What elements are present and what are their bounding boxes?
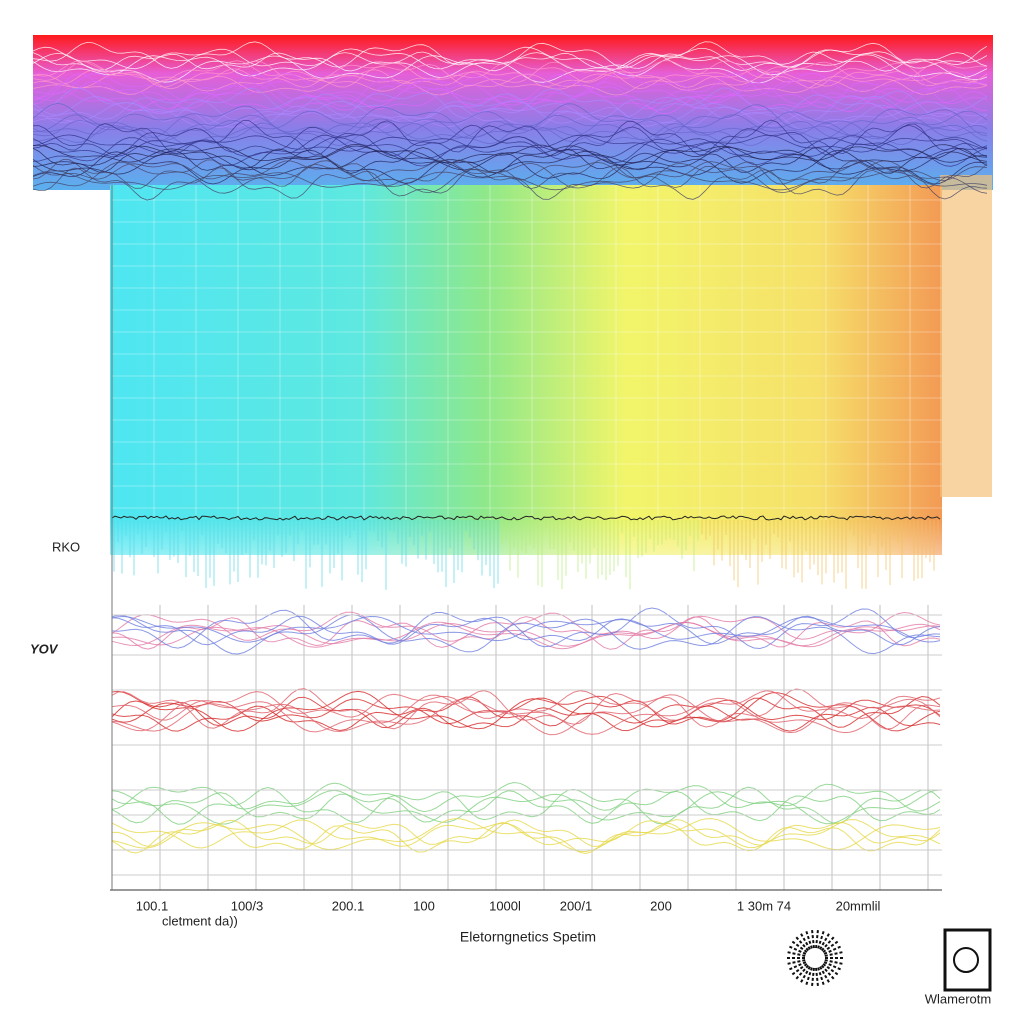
wave	[32, 96, 988, 127]
wave	[32, 159, 988, 182]
icon-face	[953, 947, 979, 973]
ray	[822, 963, 840, 977]
wave	[112, 819, 941, 847]
ray	[815, 928, 820, 949]
wave	[32, 68, 988, 88]
wave	[111, 690, 941, 732]
wave	[32, 87, 988, 122]
side-label: RKO	[52, 539, 80, 554]
icon-sun	[785, 928, 845, 988]
axis-title: Eletorngnetics Spetim	[460, 929, 596, 945]
ray	[815, 967, 820, 988]
wave	[32, 104, 988, 131]
wave	[32, 93, 988, 123]
ray	[824, 959, 845, 966]
ray	[823, 961, 843, 972]
wave	[32, 60, 988, 84]
wave	[32, 134, 988, 154]
wave	[32, 124, 988, 157]
wave	[32, 46, 988, 70]
ray	[799, 966, 811, 985]
ray	[823, 944, 843, 955]
wave	[111, 818, 941, 852]
wave	[32, 147, 988, 174]
wave	[32, 149, 988, 185]
ray	[824, 950, 845, 957]
wave	[111, 690, 941, 721]
side-strip	[940, 175, 992, 497]
x-tick-label: 100/3	[231, 898, 264, 913]
wave	[32, 134, 988, 167]
x-tick-label: 200.1	[332, 898, 365, 913]
axis-sublabel: cletment da))	[162, 913, 238, 928]
ray	[820, 935, 836, 952]
ray	[804, 929, 813, 949]
wave	[32, 119, 988, 143]
wave	[111, 616, 941, 650]
side-label: YOV	[30, 641, 59, 656]
wave	[111, 786, 941, 825]
ray	[822, 939, 840, 953]
wave	[32, 91, 988, 112]
decoration	[32, 41, 988, 890]
trace	[111, 515, 941, 521]
x-tick-label: 200/1	[560, 898, 593, 913]
ray	[819, 966, 831, 985]
wave	[111, 697, 941, 725]
x-tick-label: 1 30m 74	[737, 898, 791, 913]
ray	[817, 929, 826, 949]
spectrum-area	[110, 185, 942, 555]
wave	[111, 789, 941, 825]
wave	[32, 170, 988, 191]
wave	[111, 819, 941, 849]
wave	[32, 160, 988, 194]
ray	[804, 967, 813, 987]
wave	[32, 80, 988, 109]
x-tick-label: 100.1	[136, 898, 169, 913]
ray	[794, 935, 810, 952]
brand: Wlamerotm	[925, 991, 991, 1006]
wave	[32, 73, 988, 96]
ray	[817, 967, 826, 987]
tick-labels: 100.1 100/3 200.1 100 1000l 200/1 200 1 30m 74 2…	[136, 898, 881, 913]
wave	[32, 144, 987, 164]
ray	[810, 967, 815, 988]
wave	[111, 697, 941, 735]
ray	[819, 931, 831, 950]
ray	[794, 964, 810, 981]
wave	[111, 694, 941, 736]
ray	[785, 950, 806, 957]
wave	[111, 821, 941, 855]
ray	[799, 931, 811, 950]
wave	[32, 110, 988, 139]
wave	[111, 607, 941, 650]
wave	[111, 781, 941, 813]
wave	[111, 615, 941, 646]
ray	[790, 939, 808, 953]
wave	[111, 615, 941, 643]
x-tick-label: 200	[650, 898, 672, 913]
wave	[32, 166, 988, 201]
wave	[111, 614, 941, 655]
wave	[32, 158, 988, 190]
x-tick-label: 20mmlil	[836, 898, 881, 913]
wave	[32, 150, 988, 178]
wave	[32, 73, 988, 110]
ray	[820, 964, 836, 981]
wave	[32, 81, 988, 115]
wave	[111, 622, 941, 647]
ray	[787, 944, 807, 955]
ray	[810, 928, 815, 949]
ray	[785, 959, 806, 966]
icon-badge	[943, 928, 992, 992]
x-tick-label: 100	[413, 898, 435, 913]
wave	[111, 695, 941, 729]
wave	[32, 51, 988, 72]
x-tick-label: 1000l	[489, 898, 521, 913]
wave	[111, 790, 941, 824]
ray	[790, 963, 808, 977]
wave	[111, 611, 941, 642]
ray	[787, 961, 807, 972]
